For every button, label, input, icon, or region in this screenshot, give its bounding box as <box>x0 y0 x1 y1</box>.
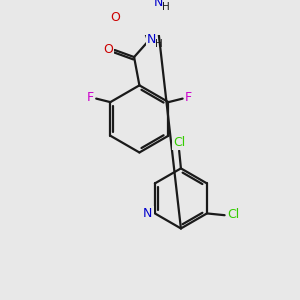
Text: N: N <box>154 0 164 9</box>
Text: H: H <box>155 39 163 49</box>
Text: F: F <box>86 91 94 104</box>
Text: Cl: Cl <box>173 136 185 149</box>
Text: H: H <box>162 2 170 12</box>
Text: N: N <box>143 207 152 220</box>
Text: O: O <box>111 11 121 24</box>
Text: O: O <box>103 43 113 56</box>
Text: Cl: Cl <box>227 208 240 221</box>
Text: N: N <box>147 33 157 46</box>
Text: F: F <box>185 91 192 104</box>
